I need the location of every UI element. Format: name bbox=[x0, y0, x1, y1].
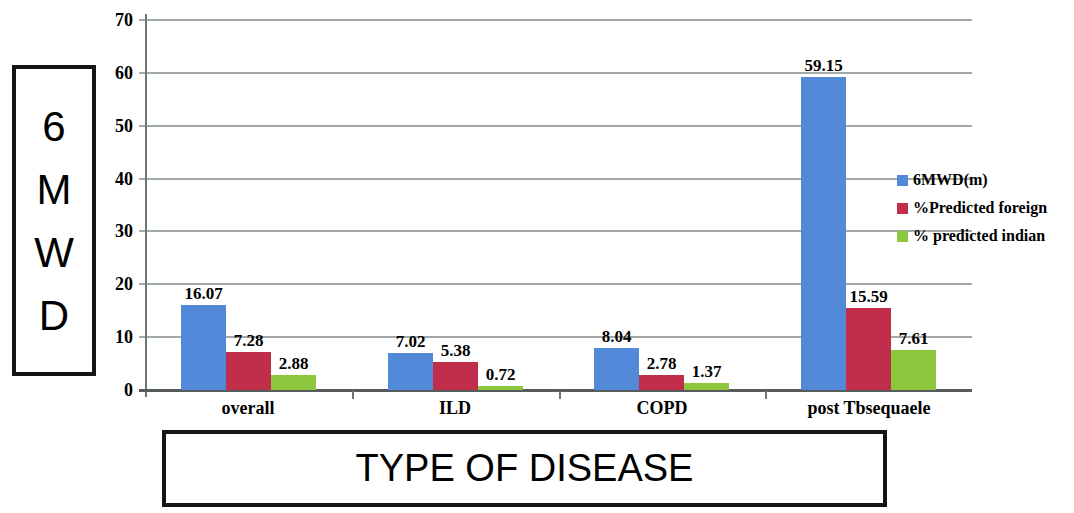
legend-row-predicted-foreign: %Predicted foreign bbox=[897, 194, 1047, 222]
y-tick-label-40: 40 bbox=[115, 169, 133, 190]
y-axis-title-letter: W bbox=[34, 221, 74, 284]
bar-6mwd-m-copd bbox=[594, 348, 639, 390]
y-axis-title-letter: M bbox=[37, 158, 72, 221]
bar-predicted-foreign-post-tbsequaele bbox=[846, 308, 891, 390]
bar-value-label-predicted-foreign-ild: 5.38 bbox=[441, 341, 471, 361]
x-axis-title: TYPE OF DISEASE bbox=[356, 447, 694, 490]
y-axis-title-letter: 6 bbox=[42, 95, 65, 158]
bar-value-label-predicted-indian-post-tbsequaele: 7.61 bbox=[899, 329, 929, 349]
bar-6mwd-m-post-tbsequaele bbox=[801, 77, 846, 390]
category-label-overall: overall bbox=[222, 398, 275, 419]
bar-6mwd-m-overall bbox=[181, 305, 226, 390]
gridline-20 bbox=[139, 283, 972, 285]
bar-value-label-predicted-foreign-overall: 7.28 bbox=[234, 331, 264, 351]
y-tick-label-30: 30 bbox=[115, 221, 133, 242]
gridline-70 bbox=[139, 19, 972, 21]
bar-value-label-predicted-foreign-post-tbsequaele: 15.59 bbox=[849, 287, 887, 307]
y-tick-label-60: 60 bbox=[115, 63, 133, 84]
gridline-60 bbox=[139, 72, 972, 74]
bar-value-label-6mwd-m-overall: 16.07 bbox=[184, 284, 222, 304]
legend-label: %Predicted foreign bbox=[913, 199, 1047, 217]
bar-value-label-predicted-indian-ild: 0.72 bbox=[486, 365, 516, 385]
y-tick-label-50: 50 bbox=[115, 116, 133, 137]
bar-predicted-indian-post-tbsequaele bbox=[891, 350, 936, 390]
legend-swatch-icon bbox=[897, 203, 908, 214]
chart-canvas: 6 M W D 0 10 20 30 40 50 60 70 16.07 7.28 2.88 over… bbox=[0, 0, 1074, 513]
legend-swatch-icon bbox=[897, 175, 908, 186]
bar-predicted-indian-ild bbox=[478, 386, 523, 390]
x-axis-title-box: TYPE OF DISEASE bbox=[162, 430, 887, 507]
y-axis-line bbox=[145, 14, 147, 397]
legend: 6MWD(m) %Predicted foreign % predicted ind… bbox=[897, 166, 1047, 250]
y-tick-label-10: 10 bbox=[115, 327, 133, 348]
bar-value-label-predicted-indian-overall: 2.88 bbox=[279, 354, 309, 374]
category-label-ild: ILD bbox=[439, 398, 471, 419]
bar-predicted-foreign-overall bbox=[226, 352, 271, 390]
bar-value-label-6mwd-m-post-tbsequaele: 59.15 bbox=[804, 56, 842, 76]
legend-label: % predicted indian bbox=[913, 227, 1045, 245]
bar-value-label-predicted-indian-copd: 1.37 bbox=[692, 362, 722, 382]
bar-value-label-6mwd-m-copd: 8.04 bbox=[602, 327, 632, 347]
y-axis-title-box: 6 M W D bbox=[12, 65, 96, 376]
gridline-30 bbox=[139, 230, 972, 232]
gridline-40 bbox=[139, 178, 972, 180]
gridline-50 bbox=[139, 125, 972, 127]
y-tick-label-70: 70 bbox=[115, 10, 133, 31]
category-label-copd: COPD bbox=[637, 398, 688, 419]
y-tick-label-20: 20 bbox=[115, 274, 133, 295]
y-tick-label-0: 0 bbox=[124, 380, 133, 401]
legend-label: 6MWD(m) bbox=[913, 171, 988, 189]
category-label-post-tbsequaele: post Tbsequaele bbox=[807, 398, 930, 419]
x-axis-tick bbox=[559, 391, 561, 399]
bar-6mwd-m-ild bbox=[388, 353, 433, 390]
y-axis-title-letter: D bbox=[39, 284, 69, 347]
legend-swatch-icon bbox=[897, 231, 908, 242]
legend-row-6mwd-m: 6MWD(m) bbox=[897, 166, 1047, 194]
bar-value-label-6mwd-m-ild: 7.02 bbox=[396, 332, 426, 352]
x-axis-tick bbox=[765, 391, 767, 399]
bar-value-label-predicted-foreign-copd: 2.78 bbox=[647, 354, 677, 374]
bar-predicted-indian-copd bbox=[684, 383, 729, 390]
bar-predicted-foreign-copd bbox=[639, 375, 684, 390]
x-axis-tick bbox=[352, 391, 354, 399]
bar-predicted-foreign-ild bbox=[433, 362, 478, 390]
bar-predicted-indian-overall bbox=[271, 375, 316, 390]
legend-row-predicted-indian: % predicted indian bbox=[897, 222, 1047, 250]
